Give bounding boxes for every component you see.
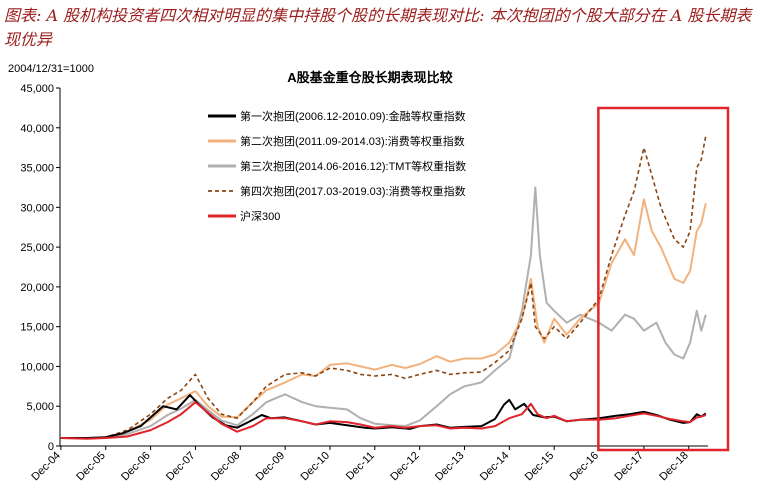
highlight-box <box>597 106 730 452</box>
y-tick-label: 15,000 <box>20 322 54 334</box>
x-tick-label: Dec-15 <box>523 450 557 484</box>
chart-title: A股基金重仓股长期表现比较 <box>287 70 452 85</box>
y-tick-label: 35,000 <box>20 163 54 175</box>
series-line <box>60 135 707 440</box>
y-tick-label: 30,000 <box>20 202 54 214</box>
y-axis-label: 2004/12/31=1000 <box>8 63 94 75</box>
legend-label: 第四次抱团(2017.03-2019.03):消费等权重指数 <box>240 184 466 198</box>
y-tick-label: 0 <box>48 441 54 453</box>
x-tick-label: Dec-16 <box>568 450 602 484</box>
x-tick-label: Dec-11 <box>344 450 377 483</box>
y-tick-label: 5,000 <box>26 401 54 413</box>
x-tick-label: Dec-04 <box>29 450 63 484</box>
x-axis-ticks: Dec-04 Dec-05 Dec-06 Dec-07 Dec-08 Dec-09 Dec-… <box>29 445 708 484</box>
y-tick-label: 20,000 <box>20 282 54 294</box>
series-line <box>60 394 707 439</box>
y-axis-ticks: 0 5,000 10,000 15,000 20,000 25,000 30,000 35,0… <box>20 83 61 453</box>
figure-caption: 图表: A 股机构投资者四次相对明显的集中持股个股的长期表现对比: 本次抱团的个… <box>4 6 752 49</box>
x-tick-label: Dec-13 <box>433 450 467 484</box>
y-tick-label: 25,000 <box>20 242 54 254</box>
x-tick-label: Dec-17 <box>612 450 646 484</box>
legend-label: 第三次抱团(2014.06-2016.12):TMT等权重指数 <box>240 159 466 173</box>
y-tick-label: 10,000 <box>20 361 54 373</box>
series-line <box>60 401 707 440</box>
legend-label: 第二次抱团(2011.09-2014.03):消费等权重指数 <box>240 134 465 148</box>
series-lines <box>60 135 707 440</box>
x-tick-label: Dec-14 <box>478 450 512 484</box>
x-tick-label: Dec-07 <box>164 450 198 484</box>
x-tick-label: Dec-08 <box>209 450 243 484</box>
y-tick-label: 40,000 <box>20 123 54 135</box>
legend-label: 沪深300 <box>240 209 280 223</box>
series-line <box>60 186 707 440</box>
legend: 第一次抱团(2006.12-2010.09):金融等权重指数第二次抱团(2011… <box>208 109 466 223</box>
x-tick-label: Dec-09 <box>254 450 288 484</box>
series-line <box>60 198 707 440</box>
x-tick-label: Dec-12 <box>388 450 422 484</box>
x-tick-label: Dec-06 <box>119 450 153 484</box>
y-tick-label: 45,000 <box>20 83 54 95</box>
x-tick-label: Dec-18 <box>657 450 691 484</box>
legend-label: 第一次抱团(2006.12-2010.09):金融等权重指数 <box>240 109 466 123</box>
x-tick-label: Dec-10 <box>299 450 333 484</box>
x-tick-label: Dec-05 <box>74 450 108 484</box>
